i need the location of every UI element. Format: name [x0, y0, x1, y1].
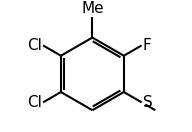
- Text: F: F: [143, 38, 152, 53]
- Text: Cl: Cl: [27, 38, 42, 53]
- Text: S: S: [143, 95, 153, 110]
- Text: Me: Me: [81, 1, 104, 16]
- Text: Cl: Cl: [27, 95, 42, 110]
